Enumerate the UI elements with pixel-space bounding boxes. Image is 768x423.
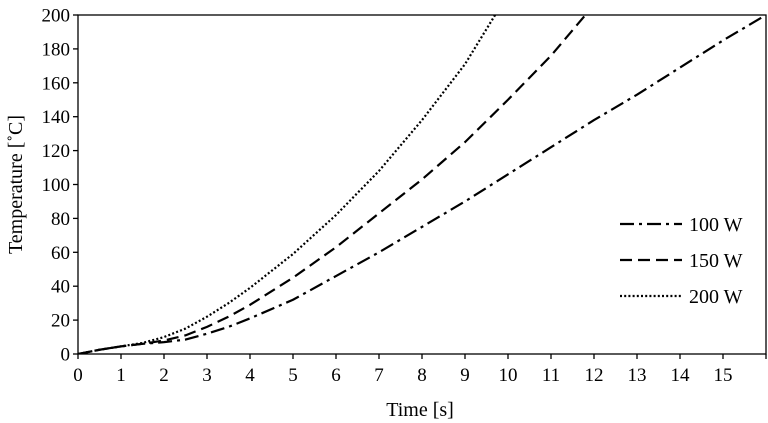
legend-label: 150 W (689, 250, 743, 272)
x-tick-label: 15 (714, 365, 733, 386)
x-tick-label: 14 (671, 365, 691, 386)
x-tick-label: 6 (331, 365, 341, 386)
x-tick-label: 1 (116, 365, 126, 386)
x-tick-label: 8 (417, 365, 427, 386)
plot-area-border (77, 14, 767, 355)
x-tick-label: 9 (460, 365, 470, 386)
x-tick-label: 11 (542, 365, 560, 386)
y-tick-label: 20 (51, 311, 70, 332)
legend: 100 W 150 W 200 W (620, 214, 743, 308)
x-tick-label: 12 (585, 365, 604, 386)
y-tick-label: 40 (51, 277, 70, 298)
y-tick-label: 180 (42, 39, 71, 60)
series-lines (78, 15, 766, 354)
y-tick-label: 120 (42, 141, 71, 162)
legend-label: 200 W (689, 286, 743, 308)
series-line-150-w (78, 15, 587, 354)
y-tick-label: 80 (51, 209, 70, 230)
y-tick-label: 60 (51, 243, 70, 264)
x-tick-label: 7 (374, 365, 384, 386)
series-line-100-w (78, 15, 766, 354)
x-tick-label: 10 (499, 365, 518, 386)
x-axis-ticks: 0 1 2 3 4 5 6 7 8 9 10 11 12 13 14 15 (73, 354, 767, 386)
x-tick-label: 3 (202, 365, 212, 386)
y-tick-label: 140 (42, 107, 71, 128)
series-line-200-w (78, 15, 497, 354)
y-tick-label: 200 (42, 6, 71, 27)
legend-label: 100 W (689, 214, 743, 236)
y-axis-ticks: 0 20 40 60 80 100 120 140 160 180 200 (42, 6, 78, 366)
x-tick-label: 2 (159, 365, 169, 386)
y-axis-title: Temperature [˚C] (5, 115, 27, 254)
x-tick-label: 4 (245, 365, 255, 386)
y-tick-label: 100 (42, 175, 71, 196)
x-tick-label: 5 (288, 365, 298, 386)
x-tick-label: 13 (628, 365, 647, 386)
x-axis-title: Time [s] (386, 399, 454, 421)
y-tick-label: 0 (61, 345, 71, 366)
y-tick-label: 160 (42, 73, 71, 94)
x-tick-label: 0 (73, 365, 83, 386)
